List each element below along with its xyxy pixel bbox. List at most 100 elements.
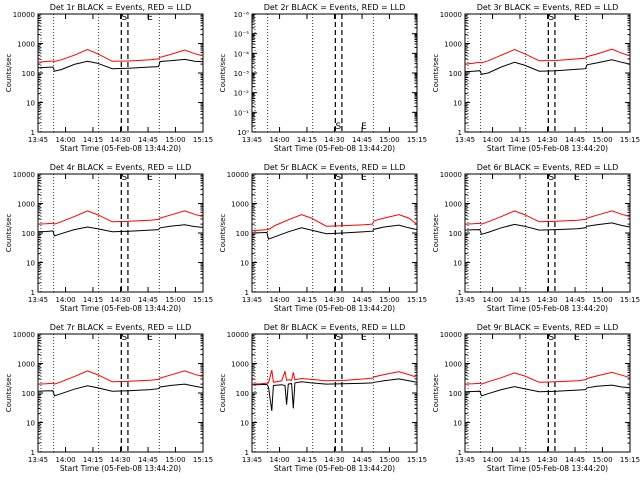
x-tick-label: 14:45 xyxy=(352,136,372,144)
plot-frame xyxy=(37,13,204,133)
chart-panel-1: Det 1r BLACK = Events, RED = LLD 1 10 100 10… xyxy=(5,3,213,153)
series-line-lld xyxy=(251,214,418,232)
y-tick-label: 100 xyxy=(22,70,35,78)
end-marker-label: E xyxy=(147,13,153,23)
chart-panel-3: Det 3r BLACK = Events, RED = LLD 1 10 100 10… xyxy=(432,3,640,153)
chart-title: Det 7r BLACK = Events, RED = LLD xyxy=(50,323,192,332)
x-axis-label: Start Time (05-Feb-08 13:44:20) xyxy=(487,464,608,473)
y-tick-label: 10 xyxy=(26,100,35,108)
end-marker-label: E xyxy=(574,173,580,183)
y-tick-label: 10000 xyxy=(440,171,462,179)
chart-title: Det 4r BLACK = Events, RED = LLD xyxy=(50,163,192,172)
start-marker-label: S xyxy=(335,333,341,343)
x-tick-label: 15:15 xyxy=(407,296,427,304)
x-tick-label: 15:00 xyxy=(165,456,185,464)
x-tick-label: 13:45 xyxy=(28,456,48,464)
plot-frame xyxy=(464,173,631,293)
plot-frame xyxy=(464,13,631,133)
x-tick-label: 15:15 xyxy=(193,296,213,304)
x-tick-label: 15:00 xyxy=(379,296,399,304)
x-tick-label: 14:30 xyxy=(324,296,344,304)
y-tick-label: 1000 xyxy=(17,41,35,49)
chart-title: Det 3r BLACK = Events, RED = LLD xyxy=(477,3,619,12)
x-tick-label: 14:45 xyxy=(352,296,372,304)
start-marker-label: S xyxy=(335,122,341,132)
x-tick-label: 15:15 xyxy=(193,456,213,464)
y-tick-label: 10000 xyxy=(440,331,462,339)
chart-panel-8: Det 8r BLACK = Events, RED = LLD 1 10 100 10… xyxy=(219,323,427,473)
chart-panel-9: Det 9r BLACK = Events, RED = LLD 1 10 100 10… xyxy=(432,323,640,473)
y-tick-label: 1 xyxy=(31,449,35,457)
y-tick-label: 10 xyxy=(26,260,35,268)
chart-panel-5: Det 5r BLACK = Events, RED = LLD 1 10 100 10… xyxy=(219,163,427,313)
chart-panel-6: Det 6r BLACK = Events, RED = LLD 1 10 100 10… xyxy=(432,163,640,313)
chart-title: Det 1r BLACK = Events, RED = LLD xyxy=(50,3,192,12)
y-tick-label: 100 xyxy=(449,70,462,78)
end-marker-label: E xyxy=(574,333,580,343)
end-marker-label: E xyxy=(361,333,367,343)
chart-panel-2: Det 2r BLACK = Events, RED = LLD 10⁰ 10⁻¹ 1… xyxy=(219,3,427,153)
series-line-events xyxy=(464,222,631,235)
x-tick-label: 13:45 xyxy=(242,296,262,304)
series-line-lld xyxy=(464,371,631,385)
y-tick-label: 10⁻³ xyxy=(234,70,250,78)
y-axis-label: Counts/sec xyxy=(5,214,13,253)
y-tick-label: 1000 xyxy=(17,201,35,209)
start-marker-label: S xyxy=(548,333,554,343)
series-line-lld xyxy=(37,49,204,63)
x-tick-label: 14:45 xyxy=(565,296,585,304)
y-tick-label: 100 xyxy=(22,390,35,398)
series-line-events xyxy=(464,384,631,397)
x-tick-label: 15:00 xyxy=(379,456,399,464)
x-tick-label: 14:15 xyxy=(83,296,103,304)
x-tick-label: 15:00 xyxy=(592,456,612,464)
y-tick-label: 10000 xyxy=(227,331,249,339)
x-tick-label: 15:00 xyxy=(165,296,185,304)
y-tick-label: 100 xyxy=(236,390,249,398)
x-tick-label: 13:45 xyxy=(242,136,262,144)
x-tick-label: 14:30 xyxy=(324,456,344,464)
start-marker-label: S xyxy=(121,173,127,183)
x-axis-label: Start Time (05-Feb-08 13:44:20) xyxy=(487,304,608,313)
chart-panel-4: Det 4r BLACK = Events, RED = LLD 1 10 100 10… xyxy=(5,163,213,313)
x-tick-label: 14:45 xyxy=(138,456,158,464)
x-tick-label: 14:00 xyxy=(269,296,289,304)
x-tick-label: 15:00 xyxy=(379,136,399,144)
plot-frame xyxy=(251,333,418,453)
end-marker-label: E xyxy=(361,122,367,132)
y-tick-label: 1000 xyxy=(444,361,462,369)
x-tick-label: 14:30 xyxy=(537,456,557,464)
chart-title: Det 6r BLACK = Events, RED = LLD xyxy=(477,163,619,172)
y-tick-label: 1 xyxy=(458,129,462,137)
x-tick-label: 14:15 xyxy=(510,136,530,144)
y-tick-label: 100 xyxy=(22,230,35,238)
x-tick-label: 14:45 xyxy=(138,136,158,144)
y-tick-label: 1 xyxy=(458,289,462,297)
x-tick-label: 14:30 xyxy=(110,456,130,464)
x-tick-label: 14:45 xyxy=(138,296,158,304)
series-line-events xyxy=(464,59,631,75)
y-axis-label: Counts/sec xyxy=(432,374,440,413)
y-tick-label: 1 xyxy=(458,449,462,457)
x-tick-label: 14:15 xyxy=(83,136,103,144)
series-line-lld xyxy=(251,369,418,385)
y-tick-label: 10⁻² xyxy=(234,90,250,98)
end-marker-label: E xyxy=(361,173,367,183)
x-tick-label: 13:45 xyxy=(455,296,475,304)
y-tick-label: 1000 xyxy=(444,201,462,209)
x-tick-label: 13:45 xyxy=(28,136,48,144)
x-tick-label: 13:45 xyxy=(455,456,475,464)
y-tick-label: 10000 xyxy=(227,171,249,179)
plot-frame xyxy=(251,13,418,133)
start-marker-label: S xyxy=(335,173,341,183)
x-tick-label: 14:00 xyxy=(269,456,289,464)
chart-title: Det 9r BLACK = Events, RED = LLD xyxy=(477,323,619,332)
x-tick-label: 13:45 xyxy=(28,296,48,304)
x-axis-label: Start Time (05-Feb-08 13:44:20) xyxy=(60,304,181,313)
series-line-lld xyxy=(37,210,204,225)
y-tick-label: 10 xyxy=(453,420,462,428)
y-tick-label: 10000 xyxy=(13,11,35,19)
x-tick-label: 14:15 xyxy=(297,296,317,304)
x-tick-label: 14:00 xyxy=(482,136,502,144)
